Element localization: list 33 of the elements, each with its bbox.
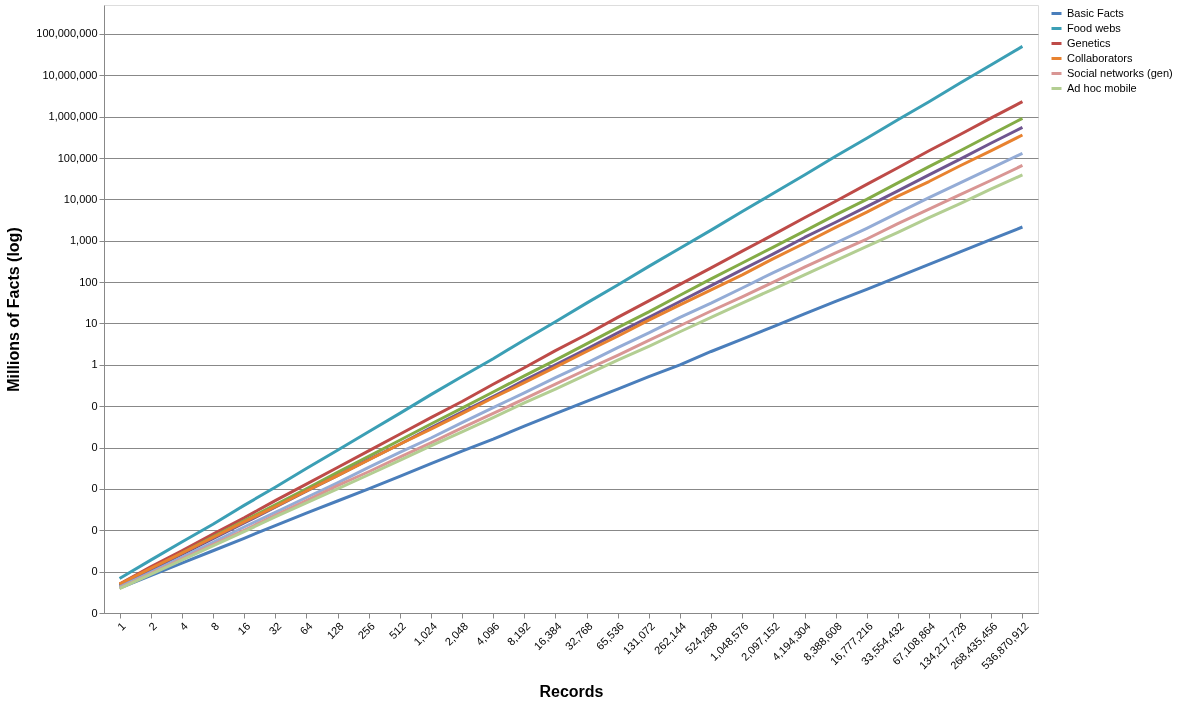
x-tick-label: 32 — [266, 619, 284, 637]
y-tick-label: 10,000 — [63, 192, 98, 205]
x-tick-label: 4 — [177, 619, 191, 633]
y-tick-label: 0 — [91, 523, 98, 536]
x-tick-label: 256 — [355, 619, 377, 642]
x-tick-label: 2 — [146, 619, 159, 633]
legend-label: Food webs — [1067, 21, 1122, 34]
y-tick-label: 1 — [91, 358, 98, 371]
y-tick-label: 1,000,000 — [48, 110, 98, 123]
y-tick-label: 0 — [91, 482, 98, 495]
x-tick-label: 16 — [235, 619, 253, 637]
y-tick-label: 1,000 — [69, 234, 98, 247]
x-tick-label: 1 — [115, 619, 128, 633]
legend-label: Ad hoc mobile — [1067, 81, 1137, 94]
legend-label: Basic Facts — [1067, 6, 1125, 19]
legend-label: Genetics — [1067, 36, 1111, 49]
y-axis-title: Millions of Facts (log) — [5, 227, 23, 392]
y-tick-label: 0 — [91, 441, 98, 454]
y-tick-label: 100,000 — [57, 151, 98, 164]
y-tick-label: 0 — [91, 399, 98, 412]
y-tick-label: 100 — [79, 275, 98, 288]
legend-label: Social networks (gen) — [1067, 66, 1173, 79]
y-tick-label: 0 — [91, 565, 98, 578]
x-tick-label: 512 — [386, 619, 409, 642]
x-tick-label: 64 — [297, 619, 315, 637]
x-tick-label: 128 — [324, 619, 346, 642]
x-tick-label: 8 — [208, 619, 222, 633]
y-tick-label: 100,000,000 — [36, 27, 98, 40]
x-axis-title: Records — [539, 682, 604, 700]
y-tick-label: 10,000,000 — [42, 68, 98, 81]
y-tick-label: 0 — [91, 606, 98, 619]
y-tick-label: 10 — [85, 316, 98, 329]
legend-label: Collaborators — [1067, 51, 1133, 64]
